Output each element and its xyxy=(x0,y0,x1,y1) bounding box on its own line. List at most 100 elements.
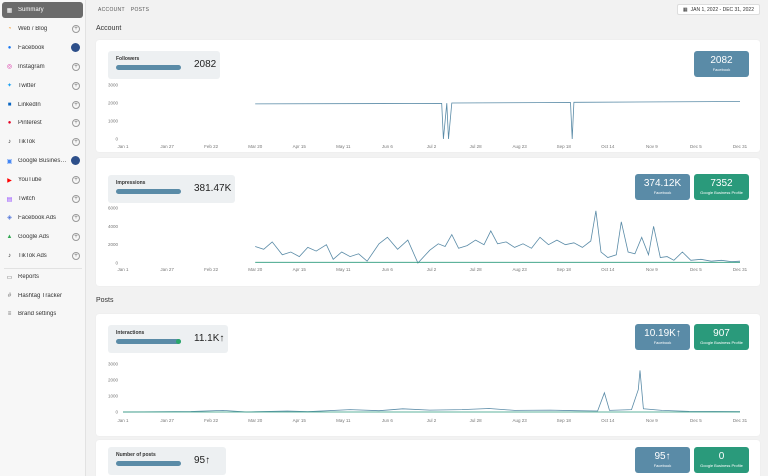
sidebar-item-label: YouTube xyxy=(18,177,42,184)
sidebar-item-twitch[interactable]: ▤ Twitch + xyxy=(2,191,83,207)
facebook-badge[interactable]: 2082 Facebook xyxy=(694,51,749,77)
x-tick-label: Jun 6 xyxy=(382,144,394,149)
badge-label: Facebook xyxy=(653,340,672,345)
add-account-icon[interactable]: + xyxy=(72,62,80,71)
line-chart: 3000 2000 1000 0 Jan 1 Jan 27 Feb 22 Mar 20 Apr … xyxy=(108,362,748,424)
google-business-badge[interactable]: 0 Google Business Profile xyxy=(694,447,749,473)
sidebar-item-tiktok-ads[interactable]: ♪ TikTok Ads + xyxy=(2,248,83,264)
x-tick-label: Jul 2 xyxy=(427,267,437,272)
sidebar-divider xyxy=(4,268,82,269)
breadcrumb: ACCOUNT POSTS xyxy=(98,7,149,13)
add-account-icon[interactable]: + xyxy=(72,119,80,128)
badge-value: 7352 xyxy=(710,178,733,189)
x-tick-label: May 11 xyxy=(336,267,351,272)
google-business-badge[interactable]: 7352 Google Business Profile xyxy=(694,174,749,200)
sidebar-item-label: Web / Blog xyxy=(18,25,48,32)
add-account-icon[interactable]: + xyxy=(72,195,80,203)
x-tick-label: Dec 31 xyxy=(733,144,748,149)
x-tick-label: Dec 31 xyxy=(733,267,748,272)
add-account-icon[interactable]: + xyxy=(72,213,80,222)
sidebar-item-twitter[interactable]: ✦ Twitter + xyxy=(2,78,83,94)
x-tick-label: Jun 6 xyxy=(382,418,394,423)
breadcrumb-posts[interactable]: POSTS xyxy=(130,7,150,13)
sidebar-item-youtube[interactable]: ▶ YouTube + xyxy=(2,172,83,188)
sidebar-item-tiktok[interactable]: ♪ TikTok + xyxy=(2,134,83,150)
x-tick-label: Jul 2 xyxy=(427,418,437,423)
sidebar-item-label: TikTok Ads xyxy=(18,252,47,259)
add-account-icon[interactable]: + xyxy=(72,81,80,90)
sidebar-item-summary[interactable]: ▦ Summary xyxy=(2,2,83,18)
sidebar-item-google-ads[interactable]: ▲ Google Ads + xyxy=(2,229,83,245)
impressions-summary: Impressions 381.47K xyxy=(108,175,235,203)
sidebar-item-rss[interactable]: ◔ Web / Blog + xyxy=(2,21,83,37)
sidebar-item-label: Google Ads xyxy=(18,233,50,240)
series-line-0[interactable] xyxy=(122,370,741,413)
youtube-icon: ▶ xyxy=(7,177,12,184)
connected-account-avatar[interactable] xyxy=(71,42,80,52)
x-tick-label: Jan 27 xyxy=(160,267,174,272)
x-tick-label: Mar 20 xyxy=(248,418,263,423)
add-account-icon[interactable]: + xyxy=(72,232,80,241)
followers-card: Followers 2082 2082 Facebook 3000 2000 1000 0 Ja… xyxy=(96,40,760,152)
sidebar: ▦ Summary ◔ Web / Blog + ● Facebook ◎ Instagram +… xyxy=(0,0,86,476)
y-tick-label: 0 xyxy=(115,410,118,415)
x-tick-label: Mar 20 xyxy=(248,267,263,272)
sidebar-item-label: Twitch xyxy=(18,196,36,202)
badge-value: 10.19K↑ xyxy=(644,328,681,339)
x-tick-label: Jan 1 xyxy=(117,418,129,423)
google-business-badge[interactable]: 907 Google Business Profile xyxy=(694,324,749,350)
add-account-icon[interactable]: + xyxy=(72,176,80,185)
badge-value: 0 xyxy=(718,451,725,462)
sidebar-item-sliders[interactable]: ≡ Brand settings xyxy=(2,306,83,322)
badge-label: Google Business Profile xyxy=(700,463,743,468)
y-tick-label: 4000 xyxy=(108,224,119,229)
x-tick-label: Feb 22 xyxy=(204,267,219,272)
x-tick-label: Aug 23 xyxy=(513,418,528,423)
sidebar-item-hashtag[interactable]: # Hashtag Tracker xyxy=(2,288,83,304)
facebook-badge[interactable]: 95↑ Facebook xyxy=(635,447,690,473)
sidebar-item-google-business[interactable]: ▣ Google Business ... xyxy=(2,153,83,169)
badge-value: 2082 xyxy=(710,55,733,66)
add-account-icon[interactable]: + xyxy=(72,138,80,147)
connected-account-avatar[interactable] xyxy=(71,156,80,166)
add-account-icon[interactable]: + xyxy=(72,100,80,109)
sidebar-item-facebook-ads[interactable]: ◈ Facebook Ads + xyxy=(2,210,83,226)
x-tick-label: Jun 6 xyxy=(382,267,394,272)
twitch-icon: ▤ xyxy=(6,196,13,203)
sidebar-item-label: LinkedIn xyxy=(18,101,41,108)
series-line-0[interactable] xyxy=(255,101,741,140)
posts-card: Number of posts 95↑ 0 Google Business Profi… xyxy=(96,440,760,476)
y-tick-label: 0 xyxy=(115,261,118,266)
facebook-badge[interactable]: 374.12K Facebook xyxy=(635,174,690,200)
y-tick-label: 2000 xyxy=(108,242,119,247)
reports-icon: ▭ xyxy=(6,274,13,281)
sidebar-item-label: Summary xyxy=(18,7,44,13)
badge-label: Facebook xyxy=(712,67,731,72)
metric-label: Impressions xyxy=(116,180,146,186)
add-account-icon[interactable]: + xyxy=(72,24,80,33)
date-range-button[interactable]: ▦ JAN 1, 2022 - DEC 31, 2022 xyxy=(676,4,760,15)
x-tick-label: Oct 14 xyxy=(601,267,615,272)
line-chart: 3000 2000 1000 0 Jan 1 Jan 27 Feb 22 Mar 20 Apr … xyxy=(108,83,748,150)
rss-icon: ◔ xyxy=(7,25,12,32)
series-line-0[interactable] xyxy=(255,210,741,264)
facebook-badge[interactable]: 10.19K↑ Facebook xyxy=(635,324,690,350)
x-tick-label: Feb 22 xyxy=(204,418,219,423)
x-tick-label: Dec 5 xyxy=(690,144,702,149)
x-tick-label: Jul 28 xyxy=(470,418,483,423)
metric-bar xyxy=(116,189,181,194)
badge-value: 907 xyxy=(713,328,730,339)
sidebar-item-linkedin[interactable]: ■ LinkedIn + xyxy=(2,97,83,113)
sidebar-item-facebook[interactable]: ● Facebook xyxy=(2,40,83,56)
breadcrumb-account[interactable]: ACCOUNT xyxy=(98,7,125,13)
sidebar-item-label: Facebook xyxy=(18,44,45,51)
badge-label: Google Business Profile xyxy=(700,340,743,345)
x-tick-label: May 11 xyxy=(336,418,351,423)
x-tick-label: Dec 5 xyxy=(690,418,702,423)
add-account-icon[interactable]: + xyxy=(72,251,80,260)
x-tick-label: Apr 15 xyxy=(293,144,307,149)
sidebar-item-reports[interactable]: ▭ Reports xyxy=(2,269,83,285)
sidebar-item-instagram[interactable]: ◎ Instagram + xyxy=(2,59,83,75)
sidebar-item-label: Google Business ... xyxy=(18,158,68,165)
sidebar-item-pinterest[interactable]: ● Pinterest + xyxy=(2,115,83,131)
